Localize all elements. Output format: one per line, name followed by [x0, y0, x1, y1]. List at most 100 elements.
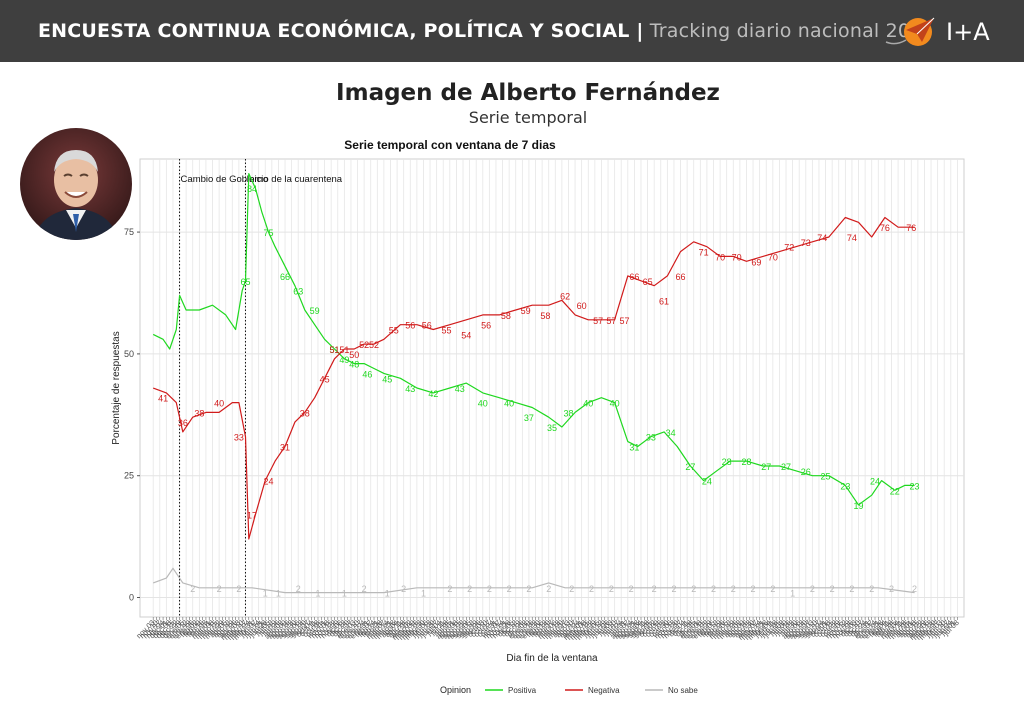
data-label: 70 — [768, 252, 778, 262]
data-label: 2 — [652, 584, 657, 594]
data-label: 76 — [906, 223, 916, 233]
data-label: 1 — [385, 589, 390, 599]
data-label: 63 — [293, 287, 303, 297]
data-label: 51 — [339, 345, 349, 355]
data-label: 58 — [540, 311, 550, 321]
plot-panel — [139, 158, 965, 618]
data-label: 38 — [563, 408, 573, 418]
brand-logo-text: I+A — [946, 18, 990, 46]
data-label: 75 — [264, 228, 274, 238]
data-label: 24 — [264, 477, 274, 487]
data-label: 35 — [547, 423, 557, 433]
brand-logo: I+A — [884, 12, 994, 52]
data-label: 84 — [247, 184, 257, 194]
data-label: 2 — [546, 584, 551, 594]
data-label: 45 — [382, 374, 392, 384]
data-label: 1 — [315, 589, 320, 599]
data-label: 38 — [194, 408, 204, 418]
y-tick-label: 50 — [124, 349, 134, 359]
legend-label: Negativa — [588, 686, 620, 695]
data-label: 40 — [610, 399, 620, 409]
data-label: 65 — [240, 277, 250, 287]
page-subtitle: Serie temporal — [468, 108, 588, 127]
data-label: 25 — [821, 472, 831, 482]
data-label: 2 — [830, 584, 835, 594]
data-label: 42 — [428, 389, 438, 399]
data-label: 58 — [501, 311, 511, 321]
data-label: 34 — [666, 428, 676, 438]
data-label: 38 — [300, 408, 310, 418]
data-label: 17 — [247, 511, 257, 521]
data-label: 71 — [699, 248, 709, 258]
data-label: 2 — [236, 584, 241, 594]
data-label: 2 — [869, 584, 874, 594]
data-label: 43 — [405, 384, 415, 394]
data-label: 2 — [889, 584, 894, 594]
data-label: 2 — [507, 584, 512, 594]
data-label: 50 — [349, 350, 359, 360]
header-bar: ENCUESTA CONTINUA ECONÓMICA, POLÍTICA Y … — [0, 0, 1024, 62]
data-label: 27 — [761, 462, 771, 472]
series-line — [152, 173, 915, 506]
data-label: 57 — [620, 316, 630, 326]
data-label: 24 — [702, 477, 712, 487]
data-label: 27 — [781, 462, 791, 472]
paper-plane-icon — [885, 17, 935, 46]
data-label: 2 — [589, 584, 594, 594]
data-label: 55 — [442, 326, 452, 336]
legend-label: No sabe — [668, 686, 698, 695]
x-axis-label: Dia fin de la ventana — [506, 653, 598, 664]
data-label: 74 — [847, 233, 857, 243]
data-label: 59 — [521, 306, 531, 316]
data-label: 27 — [685, 462, 695, 472]
data-label: 2 — [362, 584, 367, 594]
data-label: 2 — [770, 584, 775, 594]
legend: Opinion Positiva Negativa No sabe — [440, 685, 698, 695]
data-label: 2 — [569, 584, 574, 594]
legend-label: Positiva — [508, 686, 537, 695]
data-label: 46 — [362, 369, 372, 379]
data-label: 23 — [840, 481, 850, 491]
portrait-image — [20, 128, 132, 240]
data-label: 43 — [455, 384, 465, 394]
data-label: 2 — [467, 584, 472, 594]
data-label: 56 — [422, 321, 432, 331]
data-label: 31 — [280, 442, 290, 452]
event-marker-label: Cambio de Gobierno — [181, 174, 269, 185]
y-axis-label: Porcentaje de respuestas — [111, 331, 122, 444]
data-label: 56 — [481, 321, 491, 331]
data-label: 57 — [606, 316, 616, 326]
data-label: 33 — [646, 433, 656, 443]
data-label: 70 — [715, 252, 725, 262]
series-line — [152, 567, 915, 594]
header-title-bold: ENCUESTA CONTINUA ECONÓMICA, POLÍTICA Y … — [38, 20, 644, 42]
data-label: 2 — [731, 584, 736, 594]
data-label: 62 — [560, 291, 570, 301]
data-label: 2 — [691, 584, 696, 594]
data-label: 22 — [890, 486, 900, 496]
data-label: 23 — [910, 481, 920, 491]
data-label: 40 — [504, 399, 514, 409]
data-label: 2 — [217, 584, 222, 594]
data-label: 73 — [801, 238, 811, 248]
data-label: 45 — [320, 374, 330, 384]
data-label: 66 — [629, 272, 639, 282]
y-tick-label: 75 — [124, 227, 134, 237]
data-label: 59 — [310, 306, 320, 316]
data-label: 2 — [671, 584, 676, 594]
avatar — [20, 128, 132, 240]
data-label: 28 — [741, 457, 751, 467]
data-label: 2 — [810, 584, 815, 594]
data-label: 76 — [880, 223, 890, 233]
data-label: 49 — [339, 355, 349, 365]
data-label: 52 — [359, 340, 369, 350]
y-tick-label: 0 — [129, 593, 134, 603]
data-label: 2 — [487, 584, 492, 594]
grid-lines — [140, 159, 964, 617]
header-title-light: Tracking diario nacional 202 — [649, 20, 923, 42]
data-label: 31 — [629, 442, 639, 452]
event-marker-label: Inicio de la cuarentena — [246, 174, 342, 185]
data-label: 2 — [190, 584, 195, 594]
data-label: 37 — [524, 413, 534, 423]
